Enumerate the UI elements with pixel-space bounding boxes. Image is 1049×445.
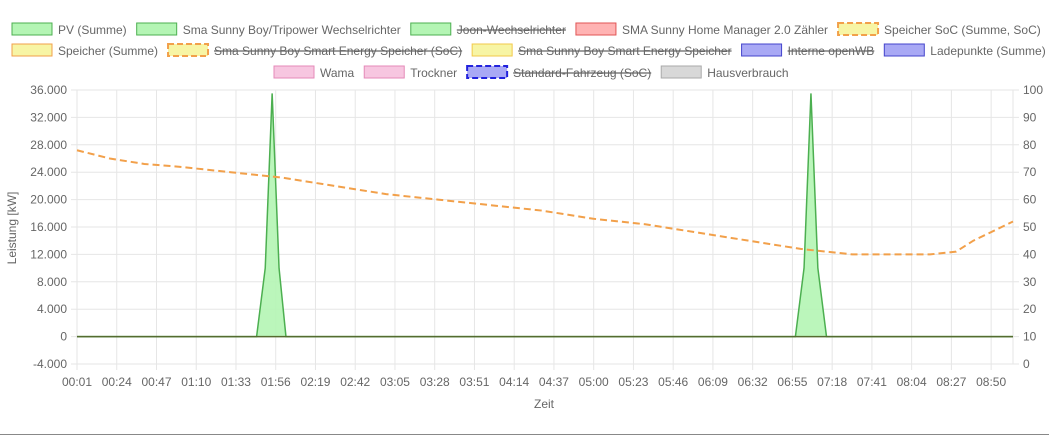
x-tick-label: 07:41 (857, 375, 887, 389)
legend-item[interactable]: Joon-Wechselrichter (410, 22, 566, 37)
legend-item[interactable]: Ladepunkte (Summe) (883, 43, 1046, 58)
legend-swatch (273, 65, 315, 79)
x-tick-label: 02:19 (300, 375, 330, 389)
x-tick-label: 00:24 (102, 375, 132, 389)
x-tick-label: 07:18 (817, 375, 847, 389)
legend-label: Speicher SoC (Summe, SoC) (884, 23, 1041, 37)
x-tick-label: 05:00 (579, 375, 609, 389)
legend-item[interactable]: SMA Sunny Home Manager 2.0 Zähler (575, 22, 828, 37)
x-tick-label: 00:47 (141, 375, 171, 389)
y-right-tick-label: 10 (1023, 330, 1037, 344)
legend-label: Wama (320, 66, 355, 80)
legend-swatch (11, 22, 53, 36)
y-right-tick-label: 50 (1023, 220, 1037, 234)
series-area-pv-summe (77, 93, 1013, 337)
legend-label: PV (Summe) (58, 23, 127, 37)
legend-swatch (660, 65, 702, 79)
legend-item[interactable]: Speicher SoC (Summe, SoC) (837, 22, 1041, 37)
y-right-tick-label: 100 (1023, 83, 1043, 97)
series (76, 93, 1014, 338)
y-left-tick-label: 16.000 (30, 220, 67, 234)
x-tick-label: 04:37 (539, 375, 569, 389)
y-right-tick-label: 20 (1023, 302, 1037, 316)
x-tick-label: 04:14 (499, 375, 529, 389)
x-tick-label: 06:55 (777, 375, 807, 389)
grid (71, 89, 1019, 370)
x-tick-label: 00:01 (62, 375, 92, 389)
x-tick-label: 02:42 (340, 375, 370, 389)
legend-item[interactable]: Trockner (363, 65, 457, 80)
x-tick-label: 03:05 (380, 375, 410, 389)
x-tick-label: 06:32 (738, 375, 768, 389)
x-tick-label: 05:23 (618, 375, 648, 389)
axes: 36.000 32.000 28.000 24.000 20.000 16.000 12.0… (30, 83, 1043, 389)
y-left-tick-label: 24.000 (30, 165, 67, 179)
x-tick-label: 03:51 (459, 375, 489, 389)
x-tick-label: 06:09 (698, 375, 728, 389)
x-tick-label: 08:50 (976, 375, 1006, 389)
legend-item[interactable]: Standard-Fahrzeug (SoC) (466, 65, 652, 80)
legend-item[interactable]: Hausverbrauch (660, 65, 789, 80)
legend-swatch (136, 22, 178, 36)
legend-label: Sma Sunny Boy/Tripower Wechselrichter (183, 23, 401, 37)
y-axis-label: Leistung [kW] (5, 192, 19, 265)
legend-swatch (11, 43, 53, 57)
y-right-tick-label: 40 (1023, 247, 1037, 261)
legend-label: SMA Sunny Home Manager 2.0 Zähler (622, 23, 828, 37)
y-right-tick-label: 90 (1023, 110, 1037, 124)
legend-swatch (471, 43, 513, 57)
x-tick-label: 03:28 (420, 375, 450, 389)
series-line-pv-summe (77, 93, 1013, 338)
y-right-tick-label: 0 (1023, 357, 1030, 371)
legend: PV (Summe) Sma Sunny Boy/Tripower Wechsel… (11, 22, 1046, 80)
legend-item[interactable]: Sma Sunny Boy/Tripower Wechselrichter (136, 22, 401, 37)
x-tick-label: 01:33 (221, 375, 251, 389)
legend-swatch (575, 22, 617, 36)
legend-label: Trockner (410, 66, 457, 80)
legend-swatch (410, 22, 452, 36)
y-left-tick-label: -4.000 (33, 357, 67, 371)
x-tick-label: 01:56 (261, 375, 291, 389)
y-right-tick-label: 80 (1023, 138, 1037, 152)
legend-item[interactable]: Sma Sunny Boy Smart Energy Speicher (471, 43, 732, 58)
x-tick-label: 05:46 (658, 375, 688, 389)
y-right-tick-label: 70 (1023, 165, 1037, 179)
legend-label: Speicher (Summe) (58, 44, 158, 58)
legend-label: Hausverbrauch (707, 66, 788, 80)
bottom-divider (0, 434, 1049, 435)
x-tick-label: 08:04 (897, 375, 927, 389)
legend-swatch (837, 22, 880, 36)
legend-label: Ladepunkte (Summe) (930, 44, 1045, 58)
y-left-tick-label: 4.000 (37, 302, 67, 316)
x-tick-label: 01:10 (181, 375, 211, 389)
y-right-tick-label: 60 (1023, 193, 1037, 207)
legend-item[interactable]: Interne openWB (741, 43, 875, 58)
legend-swatch (466, 65, 509, 79)
legend-item[interactable]: PV (Summe) (11, 22, 127, 37)
legend-swatch (363, 65, 405, 79)
legend-swatch (167, 43, 210, 57)
y-left-tick-label: 32.000 (30, 110, 67, 124)
legend-swatch (883, 43, 925, 57)
legend-swatch (741, 43, 783, 57)
y-left-tick-label: 36.000 (30, 83, 67, 97)
y-left-tick-label: 8.000 (37, 275, 67, 289)
x-axis-label: Zeit (534, 397, 555, 411)
x-tick-label: 08:27 (936, 375, 966, 389)
y-left-tick-label: 28.000 (30, 138, 67, 152)
legend-item[interactable]: Wama (273, 65, 355, 80)
series-line-speicher-soc-summe-soc (76, 149, 1014, 256)
legend-item[interactable]: Speicher (Summe) (11, 43, 158, 58)
y-left-tick-label: 12.000 (30, 247, 67, 261)
y-right-tick-label: 30 (1023, 275, 1037, 289)
y-left-tick-label: 0 (60, 330, 67, 344)
legend-item[interactable]: Sma Sunny Boy Smart Energy Speicher (SoC… (167, 43, 463, 58)
y-left-tick-label: 20.000 (30, 193, 67, 207)
